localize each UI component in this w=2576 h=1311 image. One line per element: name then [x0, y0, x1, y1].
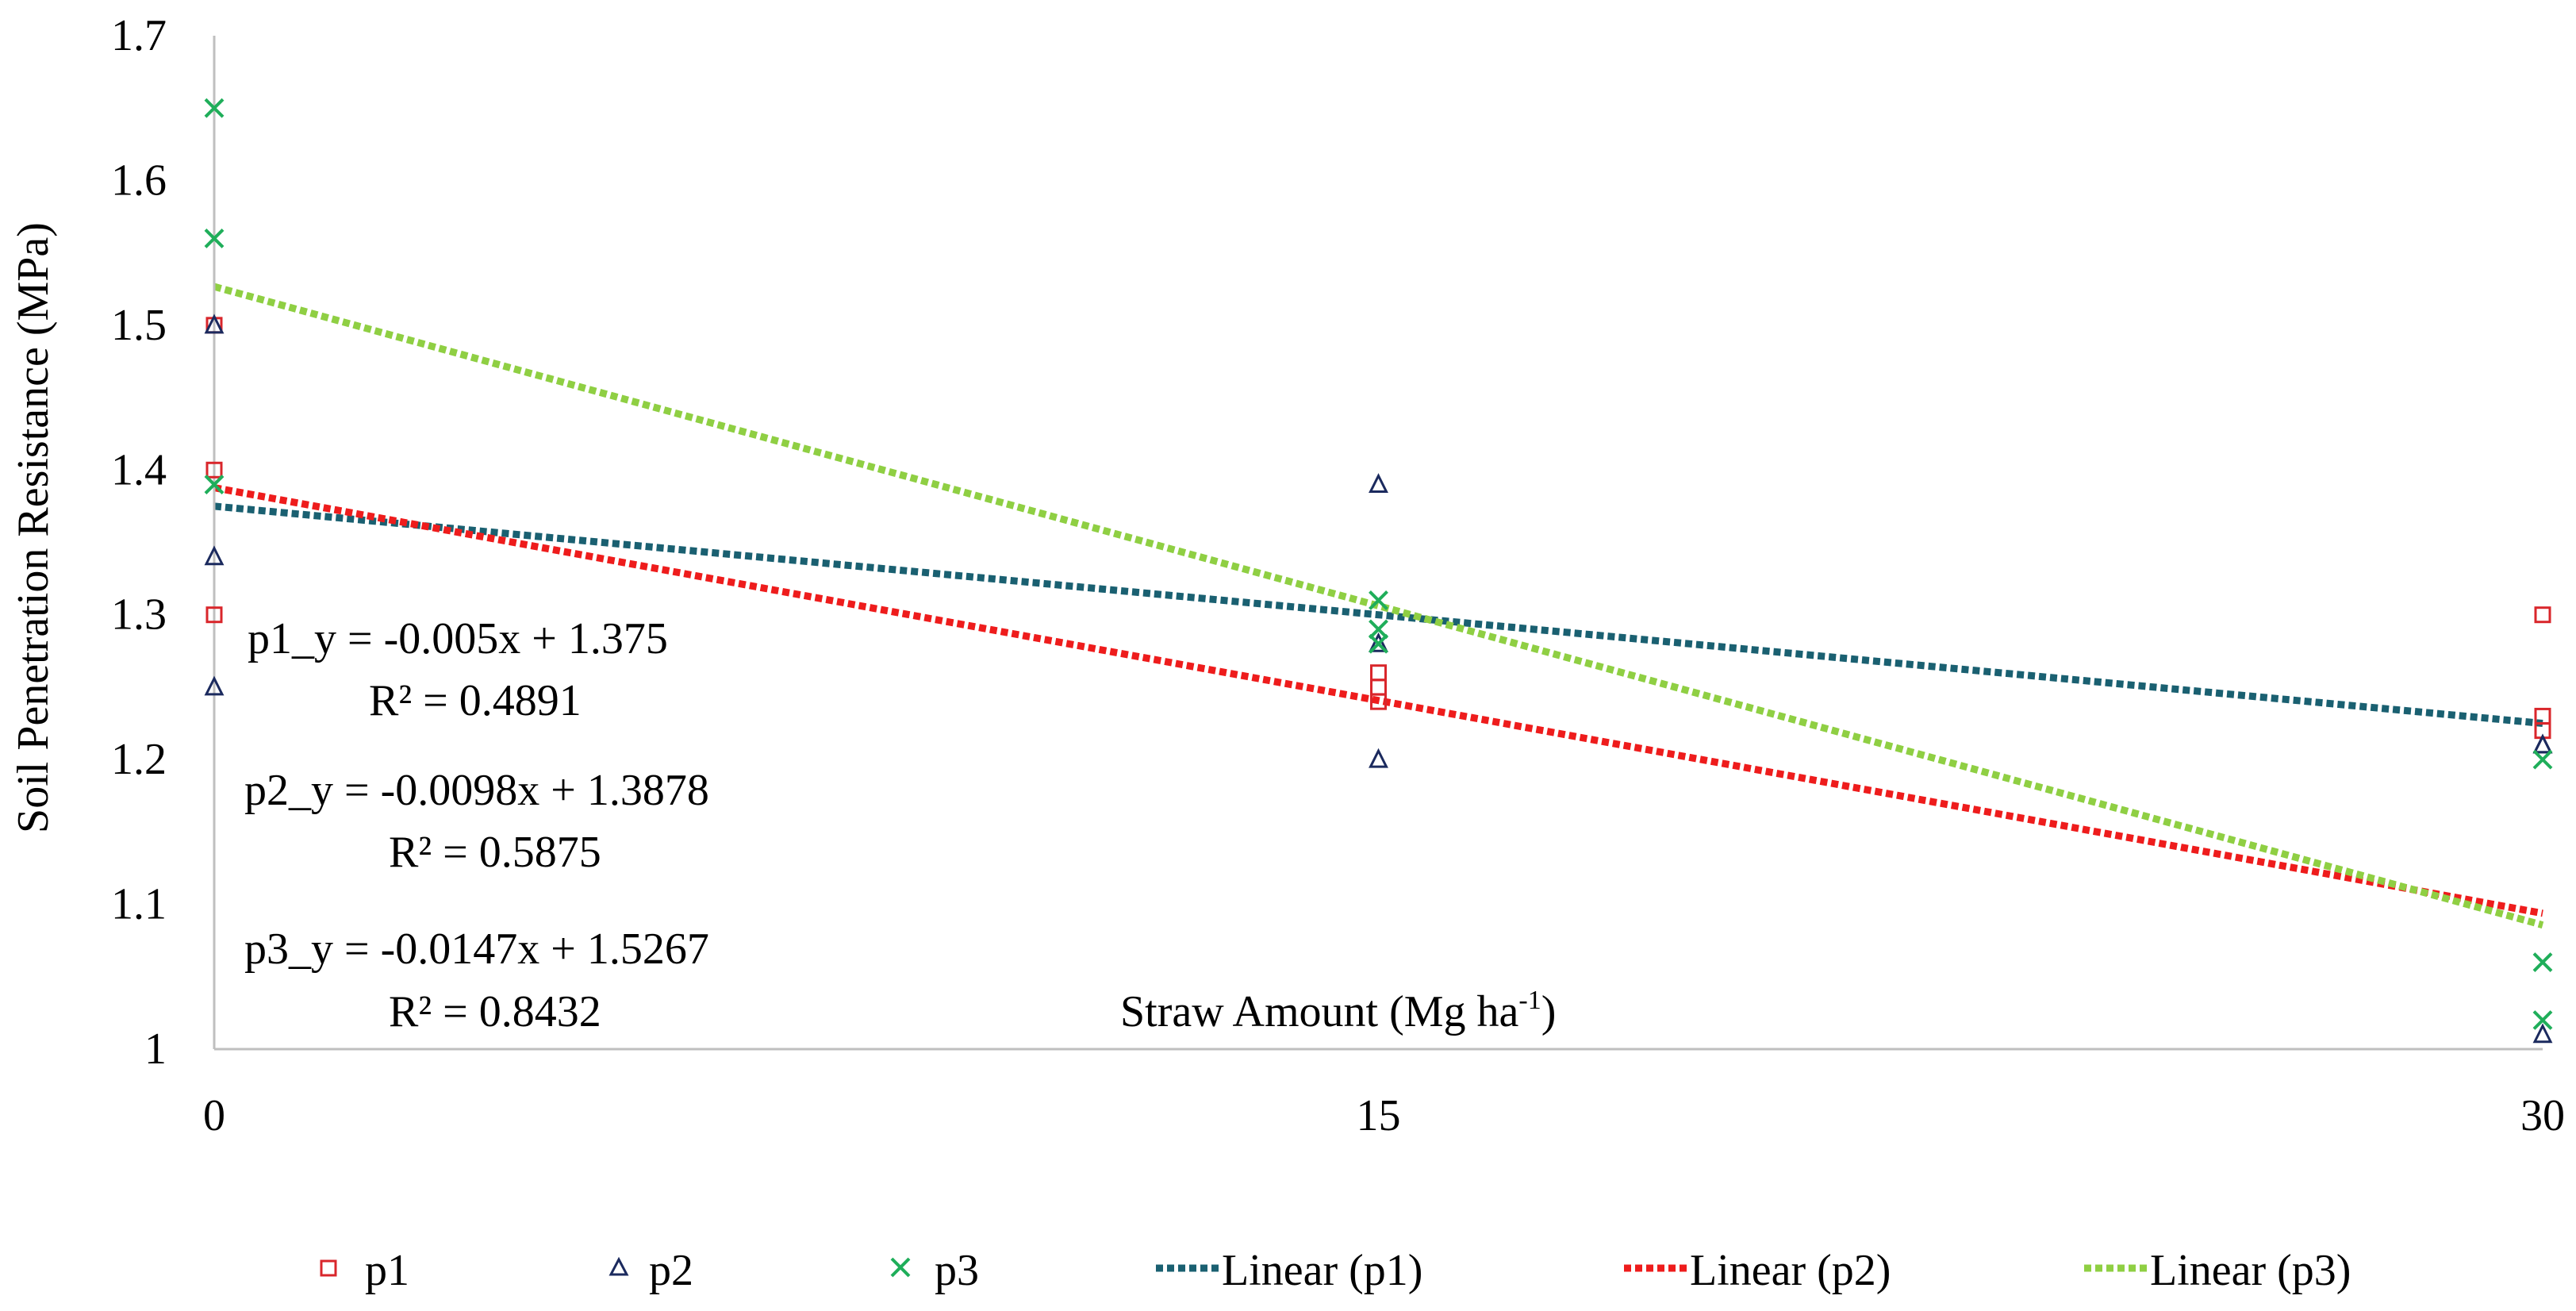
point-p3 [1369, 619, 1388, 640]
trendline-linear-p2 [213, 484, 2543, 917]
x-tick-label: 30 [2520, 1091, 2565, 1140]
point-p2 [1369, 748, 1388, 768]
trendline-linear-p1 [213, 502, 2543, 728]
legend: p1 p2 p3 Linear (p1) Linear (p2) Linear … [320, 1246, 2351, 1295]
legend-item-p2: p2 [608, 1246, 693, 1295]
y-tick-label: 1.3 [111, 590, 167, 640]
x-axis-title: Straw Amount (Mg ha-1) [1120, 986, 1556, 1036]
legend-item-p3: p3 [890, 1246, 979, 1295]
r2-p1: R² = 0.4891 [369, 676, 582, 725]
legend-item-linear-p1: Linear (p1) [1156, 1246, 1422, 1295]
trendline-linear-p3 [213, 283, 2544, 928]
y-tick-label: 1.1 [111, 880, 167, 929]
point-p3 [204, 475, 225, 494]
point-p1 [2534, 606, 2551, 624]
point-p2 [2532, 1023, 2553, 1044]
y-tick-label: 1 [144, 1025, 167, 1074]
equation-p1: p1_y = -0.005x + 1.375 [248, 614, 668, 663]
equation-p2: p2_y = -0.0098x + 1.3878 [244, 766, 709, 815]
data-points [204, 98, 2553, 1044]
legend-marker-p3 [890, 1257, 911, 1278]
legend-marker-p1 [320, 1259, 337, 1277]
legend-label-linear-p1: Linear (p1) [1222, 1246, 1422, 1295]
legend-label-p2: p2 [649, 1246, 693, 1295]
point-p3 [2532, 1010, 2553, 1030]
y-tick-label: 1.7 [111, 11, 167, 60]
legend-label-linear-p3: Linear (p3) [2150, 1246, 2351, 1295]
point-p3 [204, 98, 225, 118]
y-tick-label: 1.2 [111, 735, 167, 784]
point-p1 [205, 461, 223, 479]
point-p1 [1370, 693, 1387, 710]
y-tick-label: 1.5 [111, 301, 167, 350]
legend-label-linear-p2: Linear (p2) [1690, 1246, 1891, 1295]
x-tick-label: 15 [1357, 1091, 1401, 1140]
point-p2 [1369, 473, 1388, 494]
y-tick-labels: 1 1.1 1.2 1.3 1.4 1.5 1.6 1.7 [111, 11, 167, 1074]
x-tick-labels: 0 15 30 [203, 1091, 2565, 1140]
point-p2 [1369, 632, 1388, 652]
legend-label-p1: p1 [365, 1246, 409, 1295]
y-axis-title: Soil Penetration Resistance (MPa) [9, 222, 58, 833]
r2-p2: R² = 0.5875 [389, 828, 601, 877]
axes [213, 36, 2543, 1051]
point-p2 [204, 313, 225, 334]
y-tick-label: 1.4 [111, 445, 167, 494]
point-p2 [204, 545, 225, 566]
y-tick-label: 1.6 [111, 156, 167, 205]
x-axis-title-superscript: -1 [1518, 986, 1541, 1015]
x-axis-title-text: Straw Amount (Mg ha [1120, 987, 1519, 1036]
point-p2 [204, 675, 225, 696]
point-p1 [205, 606, 223, 624]
legend-label-p3: p3 [935, 1246, 979, 1295]
equation-p3: p3_y = -0.0147x + 1.5267 [244, 925, 709, 974]
trendlines [213, 283, 2544, 928]
legend-item-linear-p3: Linear (p3) [2084, 1246, 2351, 1295]
point-p3 [204, 228, 225, 248]
r2-p3: R² = 0.8432 [389, 987, 601, 1036]
x-tick-label: 0 [203, 1091, 225, 1140]
point-p3 [2532, 749, 2553, 770]
point-p3 [2532, 952, 2553, 972]
legend-item-p1: p1 [320, 1246, 409, 1295]
legend-marker-p2 [608, 1256, 629, 1276]
x-axis-title-suffix: ) [1541, 987, 1557, 1036]
point-p2 [2532, 733, 2553, 754]
legend-item-linear-p2: Linear (p2) [1624, 1246, 1891, 1295]
point-p3 [1369, 633, 1388, 654]
point-p3 [1369, 590, 1388, 610]
